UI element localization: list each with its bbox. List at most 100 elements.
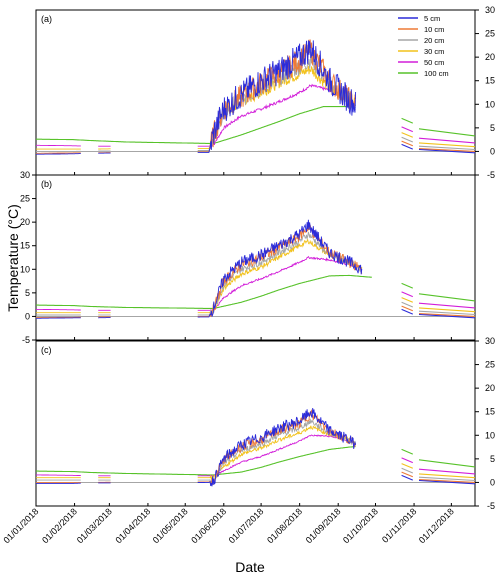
legend-label: 5 cm xyxy=(424,14,440,23)
x-tick-label: 01/04/2018 xyxy=(113,506,152,545)
y-tick-label: 25 xyxy=(485,29,495,39)
y-tick-label: 5 xyxy=(25,288,30,298)
series-line-5cm xyxy=(197,219,363,318)
series-line-30cm xyxy=(418,142,475,148)
legend-label: 100 cm xyxy=(424,69,449,78)
legend-label: 10 cm xyxy=(424,25,444,34)
series-line-10cm xyxy=(418,313,475,317)
series-line-20cm xyxy=(418,476,475,482)
series-line-5cm xyxy=(197,407,357,487)
y-tick-label: -5 xyxy=(487,501,495,511)
panel-label: (a) xyxy=(41,14,52,24)
y-tick-label: 20 xyxy=(485,52,495,62)
series-line-50cm xyxy=(36,308,81,311)
series-line-5cm xyxy=(401,474,414,481)
series-line-50cm xyxy=(36,144,81,147)
series-line-20cm xyxy=(401,467,414,474)
x-axis-label: Date xyxy=(235,559,265,575)
series-line-100cm xyxy=(418,459,475,468)
series-line-100cm xyxy=(36,106,356,144)
x-tick-label: 01/06/2018 xyxy=(189,506,228,545)
panel-label: (c) xyxy=(41,345,52,355)
series-line-100cm xyxy=(418,293,475,302)
series-line-5cm xyxy=(197,40,357,153)
series-line-5cm xyxy=(36,153,81,155)
x-tick-label: 01/02/2018 xyxy=(40,506,79,545)
series-line-50cm xyxy=(401,291,414,298)
series-line-30cm xyxy=(418,473,475,479)
y-tick-label: 30 xyxy=(485,336,495,346)
x-tick-label: 01/11/2018 xyxy=(380,506,418,544)
y-tick-label: 15 xyxy=(485,76,495,86)
legend-label: 30 cm xyxy=(424,47,444,56)
y-tick-label: 15 xyxy=(20,241,30,251)
panel-label: (b) xyxy=(41,179,52,189)
series-line-30cm xyxy=(401,132,414,138)
x-tick-label: 01/12/2018 xyxy=(417,506,456,545)
y-tick-label: 10 xyxy=(485,99,495,109)
x-tick-label: 01/09/2018 xyxy=(304,506,343,545)
y-axis-label: Temperature (°C) xyxy=(5,204,21,312)
series-line-10cm xyxy=(401,305,414,312)
panel-frame xyxy=(35,174,476,341)
y-tick-label: 10 xyxy=(20,264,30,274)
series-line-30cm xyxy=(401,297,414,303)
x-tick-label: 01/08/2018 xyxy=(265,506,304,545)
series-line-100cm xyxy=(401,448,414,455)
series-line-100cm xyxy=(36,446,356,476)
y-tick-label: 25 xyxy=(485,360,495,370)
series-line-50cm xyxy=(197,434,356,477)
y-tick-label: 30 xyxy=(485,5,495,15)
series-line-10cm xyxy=(36,152,81,154)
series-line-20cm xyxy=(401,136,414,143)
series-line-100cm xyxy=(401,117,414,124)
series-line-20cm xyxy=(401,301,414,308)
legend-label: 50 cm xyxy=(424,58,444,67)
series-line-50cm xyxy=(401,126,414,133)
series-line-100cm xyxy=(418,128,475,137)
series-line-5cm xyxy=(418,313,475,319)
y-tick-label: 25 xyxy=(20,194,30,204)
y-tick-label: 10 xyxy=(485,430,495,440)
x-tick-label: 01/05/2018 xyxy=(151,506,190,545)
series-line-10cm xyxy=(197,39,357,153)
series-line-20cm xyxy=(418,310,475,316)
y-tick-label: 20 xyxy=(485,383,495,393)
series-line-10cm xyxy=(401,471,414,478)
series-line-10cm xyxy=(401,140,414,147)
y-tick-label: 20 xyxy=(20,217,30,227)
series-line-5cm xyxy=(401,143,414,150)
y-tick-label: 5 xyxy=(490,123,495,133)
series-line-30cm xyxy=(401,463,414,469)
series-line-5cm xyxy=(418,479,475,485)
series-line-10cm xyxy=(197,224,363,318)
series-line-5cm xyxy=(418,148,475,154)
series-line-10cm xyxy=(418,479,475,483)
series-line-100cm xyxy=(36,274,372,309)
series-line-50cm xyxy=(36,474,81,476)
series-line-100cm xyxy=(401,282,414,289)
panel-frame xyxy=(35,340,476,507)
y-tick-label: 0 xyxy=(25,311,30,321)
series-line-20cm xyxy=(418,145,475,151)
series-line-50cm xyxy=(418,468,475,475)
x-tick-label: 01/01/2018 xyxy=(1,506,40,545)
y-tick-label: 30 xyxy=(20,170,30,180)
series-line-30cm xyxy=(418,307,475,313)
series-line-50cm xyxy=(418,302,475,309)
series-line-50cm xyxy=(401,457,414,464)
legend-label: 20 cm xyxy=(424,36,444,45)
series-line-50cm xyxy=(418,137,475,144)
series-line-20cm xyxy=(197,418,357,484)
series-line-5cm xyxy=(36,317,81,319)
series-line-5cm xyxy=(401,308,414,315)
x-tick-label: 01/07/2018 xyxy=(227,506,266,545)
y-tick-label: -5 xyxy=(487,170,495,180)
y-tick-label: 0 xyxy=(490,477,495,487)
y-tick-label: 15 xyxy=(485,407,495,417)
series-line-10cm xyxy=(418,148,475,152)
x-tick-label: 01/03/2018 xyxy=(75,506,114,545)
y-tick-label: 5 xyxy=(490,454,495,464)
x-tick-label: 01/10/2018 xyxy=(341,506,380,545)
